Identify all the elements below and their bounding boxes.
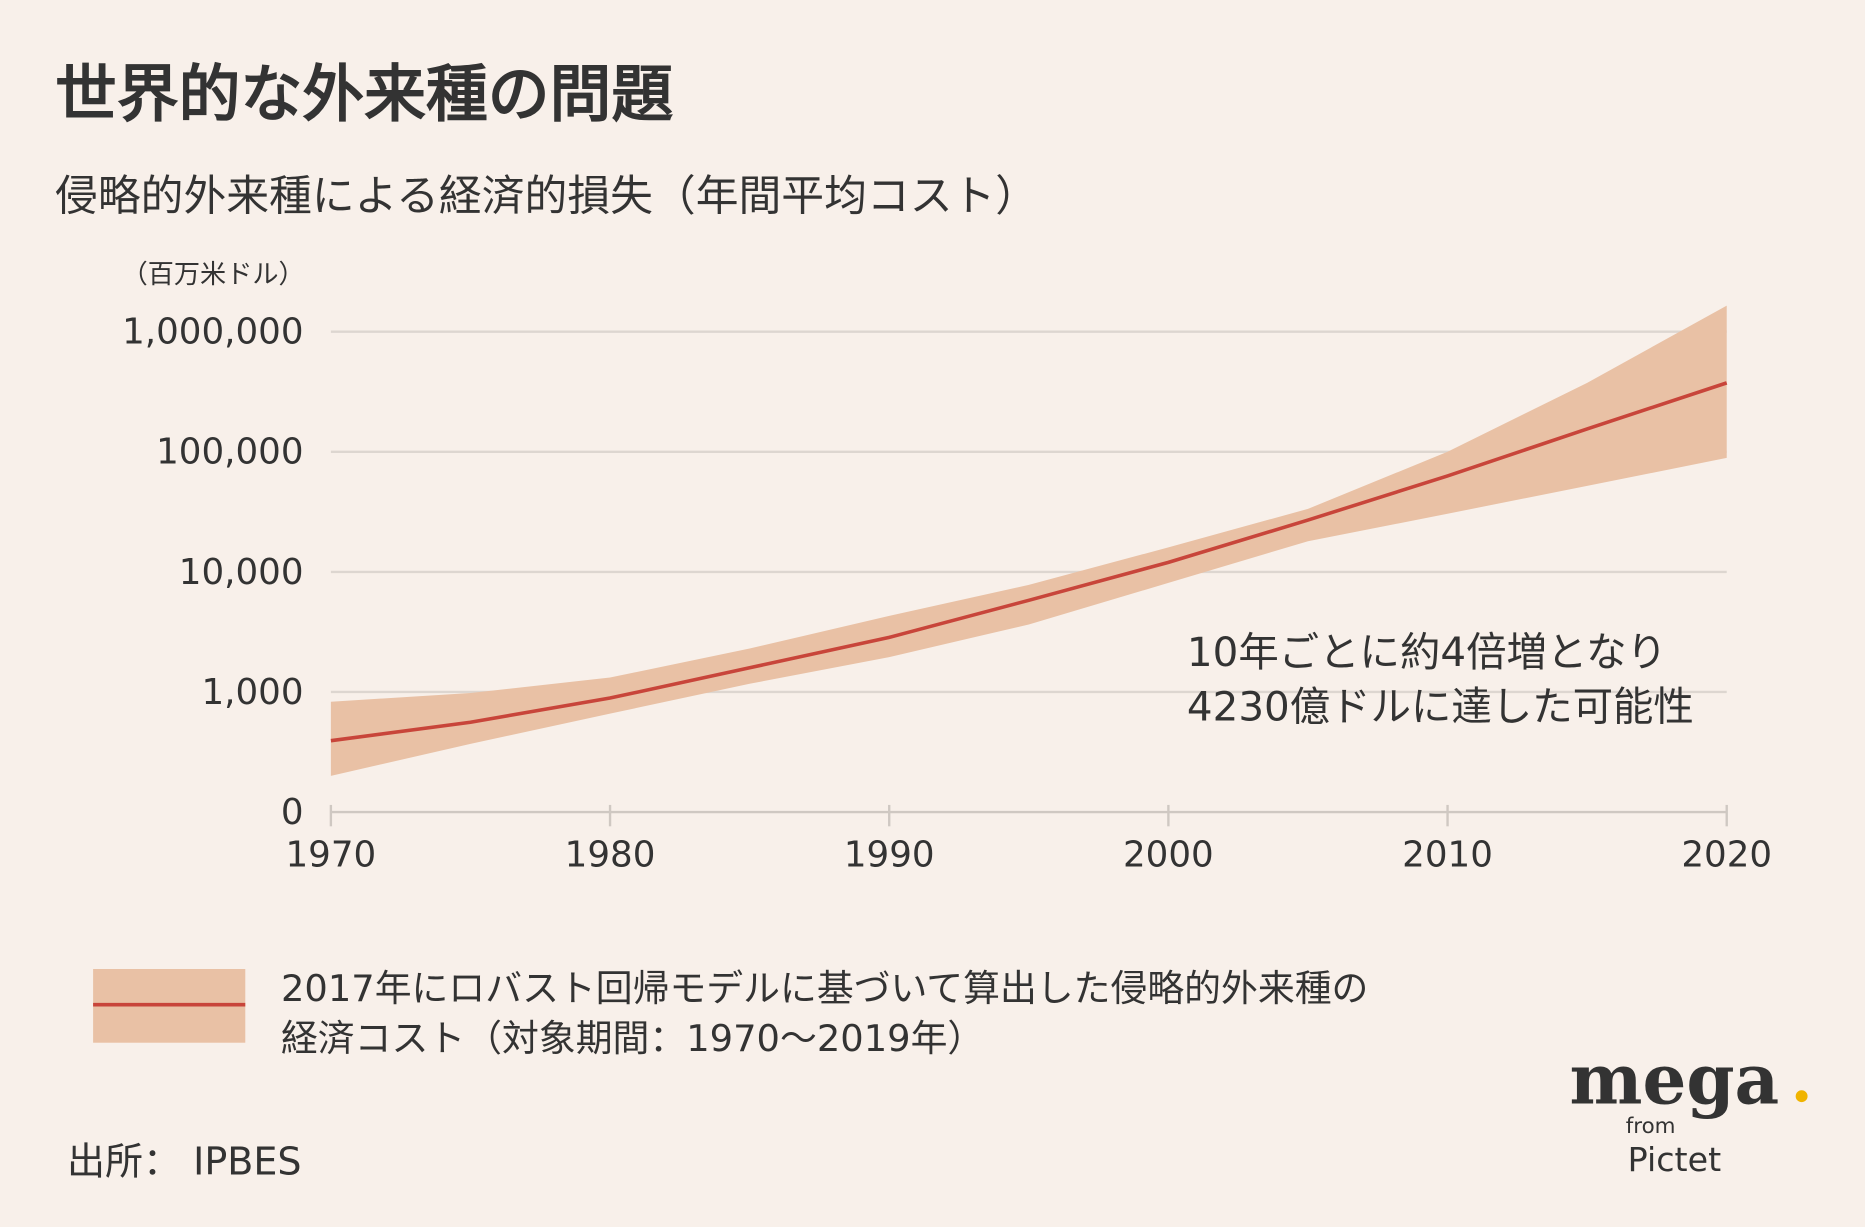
- y-tick-label: 10,000: [179, 552, 304, 593]
- x-tick-label: 2010: [1402, 835, 1493, 876]
- x-tick-label: 1970: [286, 835, 377, 876]
- logo-name: mega: [1570, 1039, 1780, 1120]
- x-tick-label: 1990: [844, 835, 935, 876]
- annotation: 10年ごとに約4倍増となり 4230億ドルに達した可能性: [1187, 628, 1694, 731]
- chart-title: 世界的な外来種の問題: [55, 58, 673, 130]
- x-tick-label: 1980: [565, 835, 656, 876]
- y-tick-label: 100,000: [156, 432, 303, 473]
- annotation-line: 4230億ドルに達した可能性: [1187, 683, 1694, 731]
- source: 出所： IPBES: [67, 1140, 302, 1184]
- line: [330, 381, 1728, 743]
- chart-subtitle: 侵略的外来種による経済的損失（年間平均コスト）: [55, 171, 1038, 221]
- logo-from: from: [1626, 1114, 1676, 1139]
- legend-label: 2017年にロバスト回帰モデルに基づいて算出した侵略的外来種の経済コスト（対象期…: [281, 967, 1368, 1060]
- annotation-line: 10年ごとに約4倍増となり: [1187, 628, 1667, 676]
- x-tick-label: 2020: [1681, 835, 1772, 876]
- y-tick-label: 1,000: [201, 672, 303, 713]
- legend-label-line: 2017年にロバスト回帰モデルに基づいて算出した侵略的外来種の: [281, 967, 1368, 1010]
- y-tick-label: 0: [281, 792, 304, 833]
- logo-dot: [1795, 1090, 1808, 1103]
- y-tick-label: 1,000,000: [122, 312, 303, 353]
- band: [330, 305, 1727, 776]
- logo-brand: Pictet: [1628, 1140, 1721, 1179]
- legend-label-line: 経済コスト（対象期間：1970〜2019年）: [281, 1017, 984, 1060]
- y-unit: （百万米ドル）: [122, 260, 305, 290]
- x-tick-label: 2000: [1123, 835, 1214, 876]
